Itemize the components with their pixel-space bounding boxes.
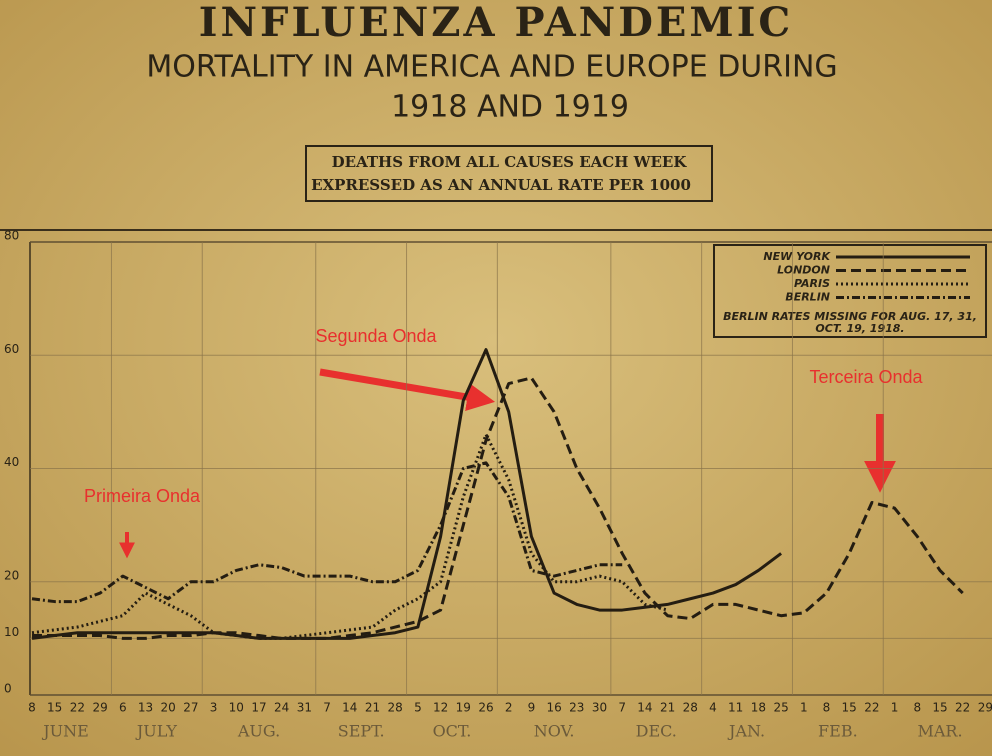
subtitle: MORTALITY IN AMERICA AND EUROPE DURING [146, 50, 837, 85]
x-tick-label: 4 [709, 701, 717, 715]
x-tick-label: 8 [913, 701, 921, 715]
annotation: Primeira Onda [84, 486, 201, 506]
x-tick-label: 13 [138, 701, 153, 715]
x-tick-label: 14 [342, 701, 357, 715]
boxed-note: EXPRESSED AS AN ANNUAL RATE PER 1000 [311, 176, 691, 194]
x-tick-label: 17 [251, 701, 266, 715]
y-tick-label: 60 [4, 342, 19, 356]
x-tick-label: 19 [456, 701, 471, 715]
x-tick-label: 29 [92, 701, 107, 715]
x-tick-label: 28 [683, 701, 698, 715]
month-label: JUNE [41, 722, 89, 741]
month-label: AUG. [237, 722, 280, 741]
month-label: NOV. [534, 722, 575, 741]
x-tick-label: 15 [932, 701, 947, 715]
y-tick-label: 40 [4, 455, 19, 469]
y-tick-label: 0 [4, 682, 12, 696]
month-label: OCT. [433, 722, 472, 741]
legend-label: LONDON [777, 264, 830, 277]
x-tick-label: 31 [297, 701, 312, 715]
x-tick-label: 22 [955, 701, 970, 715]
legend-label: NEW YORK [763, 250, 831, 263]
legend-note: OCT. 19, 1918. [815, 322, 904, 335]
x-tick-label: 27 [183, 701, 198, 715]
x-tick-label: 1 [800, 701, 808, 715]
month-label: MAR. [917, 722, 962, 741]
x-tick-label: 30 [592, 701, 607, 715]
x-tick-label: 9 [528, 701, 536, 715]
x-tick-label: 21 [660, 701, 675, 715]
month-label: DEC. [636, 722, 677, 741]
x-tick-label: 23 [569, 701, 584, 715]
legend-label: PARIS [794, 277, 830, 290]
legend-note: BERLIN RATES MISSING FOR AUG. 17, 31, [723, 310, 977, 323]
x-tick-label: 18 [751, 701, 766, 715]
x-tick-label: 20 [161, 701, 176, 715]
x-tick-label: 3 [210, 701, 218, 715]
series-line [32, 376, 964, 640]
x-tick-label: 7 [618, 701, 626, 715]
x-tick-label: 14 [637, 701, 652, 715]
x-tick-label: 21 [365, 701, 380, 715]
x-tick-label: 28 [388, 701, 403, 715]
arrow [319, 368, 496, 411]
month-label: JULY [135, 722, 178, 741]
y-tick-label: 10 [4, 625, 19, 639]
y-tick-label: 80 [4, 229, 19, 243]
y-tick-label: 20 [4, 568, 19, 582]
month-label: FEB. [818, 722, 858, 741]
x-tick-label: 2 [505, 701, 513, 715]
subtitle: 1918 AND 1919 [391, 90, 629, 125]
x-tick-label: 8 [823, 701, 831, 715]
month-label: JAN. [727, 722, 765, 741]
legend-label: BERLIN [785, 291, 830, 304]
x-tick-label: 15 [47, 701, 62, 715]
x-tick-label: 15 [842, 701, 857, 715]
chart-title: INFLUENZA PANDEMIC [199, 0, 793, 46]
x-tick-label: 8 [28, 701, 36, 715]
x-tick-label: 7 [323, 701, 331, 715]
x-tick-label: 12 [433, 701, 448, 715]
x-tick-label: 29 [978, 701, 992, 715]
x-tick-label: 22 [70, 701, 85, 715]
x-tick-label: 11 [728, 701, 743, 715]
annotation: Segunda Onda [315, 326, 437, 346]
note-box [305, 145, 713, 202]
x-tick-label: 22 [864, 701, 879, 715]
x-tick-label: 24 [274, 701, 289, 715]
x-tick-label: 16 [546, 701, 561, 715]
x-tick-label: 5 [414, 701, 422, 715]
x-tick-label: 25 [773, 701, 788, 715]
annotation: Terceira Onda [809, 367, 923, 387]
x-tick-label: 1 [891, 701, 899, 715]
month-label: SEPT. [338, 722, 385, 741]
x-tick-label: 10 [229, 701, 244, 715]
x-tick-label: 26 [478, 701, 493, 715]
series-line [31, 433, 668, 640]
boxed-note: DEATHS FROM ALL CAUSES EACH WEEK [332, 153, 688, 171]
x-tick-label: 6 [119, 701, 127, 715]
legend-box [713, 244, 987, 338]
